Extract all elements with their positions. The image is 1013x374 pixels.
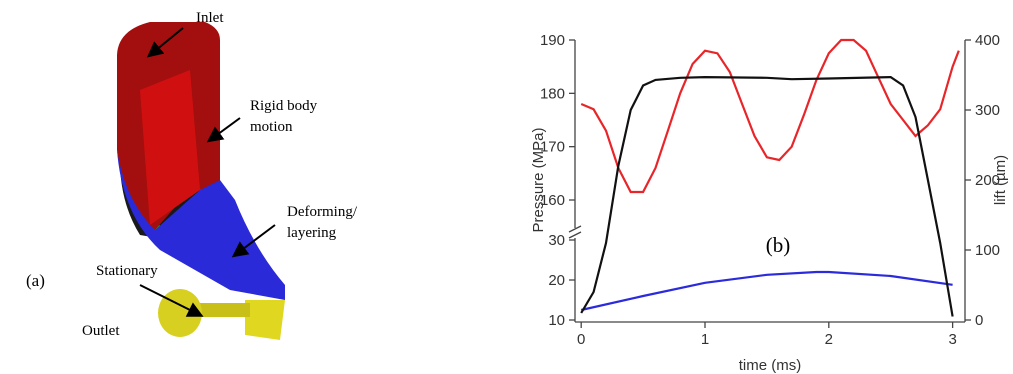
y-tick-label: 170 — [540, 139, 565, 156]
label: Stationary — [96, 263, 158, 279]
x-tick-label: 1 — [701, 331, 709, 348]
y2-tick-label: 300 — [975, 102, 1000, 119]
y-tick-label: 10 — [548, 312, 565, 329]
yellow-outlet-body — [245, 300, 285, 340]
label: Outlet — [82, 323, 120, 339]
label: Rigid body — [250, 98, 318, 114]
geometry-model — [117, 22, 285, 340]
x-axis-label: time (ms) — [739, 357, 802, 374]
figure: (a) Inlet Rigid body motion Deforming/layer… — [0, 0, 1013, 374]
x-tick-label: 3 — [948, 331, 956, 348]
x-tick-label: 0 — [577, 331, 585, 348]
y-tick-label: 160 — [540, 192, 565, 209]
data-line — [581, 40, 959, 192]
label: layering — [287, 225, 337, 241]
y2-tick-label: 200 — [975, 172, 1000, 189]
y2-tick-label: 400 — [975, 32, 1000, 49]
label: motion — [250, 119, 293, 135]
panel-label: (a) — [26, 271, 45, 290]
outlet-pipe — [195, 303, 250, 317]
data-line — [581, 272, 952, 310]
y-tick-label: 30 — [548, 232, 565, 249]
y2-tick-label: 100 — [975, 242, 1000, 259]
panel-label: (b) — [766, 233, 791, 257]
y2-tick-label: 0 — [975, 312, 983, 329]
y-tick-label: 180 — [540, 85, 565, 102]
y-tick-label: 20 — [548, 272, 565, 289]
x-tick-label: 2 — [825, 331, 833, 348]
y-tick-label: 190 — [540, 32, 565, 49]
label: Deforming/ — [287, 204, 358, 220]
label: Inlet — [196, 10, 224, 26]
